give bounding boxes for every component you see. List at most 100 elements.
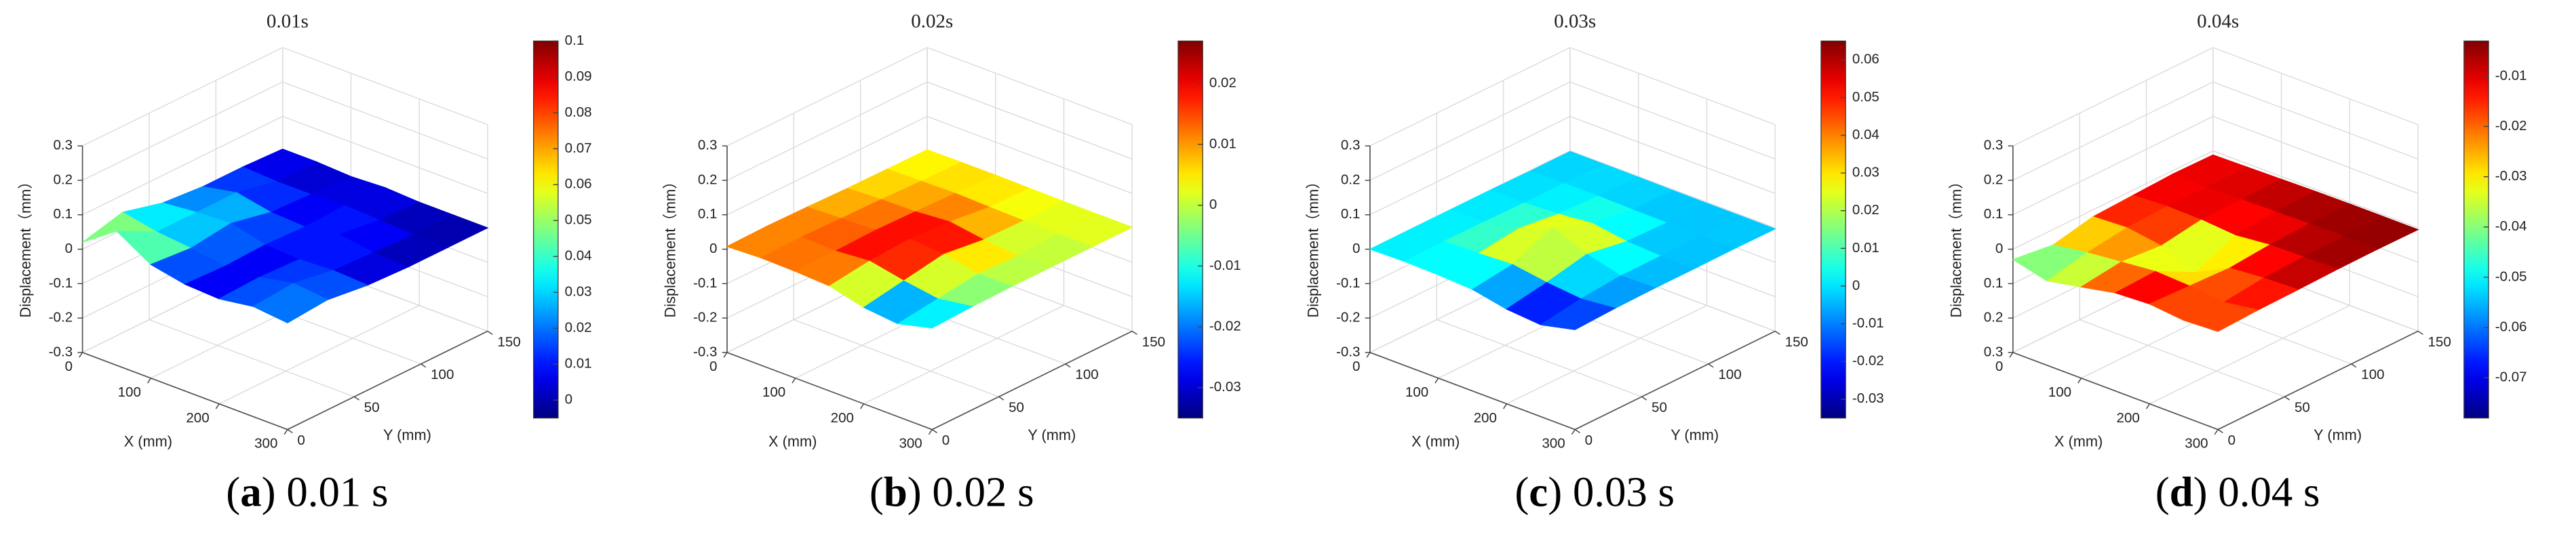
y-tick-label: 50	[1652, 400, 1667, 416]
axis-line	[931, 330, 1133, 430]
grid-line	[82, 81, 283, 181]
z-tick-label: 0	[709, 241, 717, 256]
z-axis-label: Displacement（mm）	[1947, 174, 1964, 318]
x-tick	[723, 352, 728, 358]
z-tick-label: 0.1	[1984, 275, 2004, 291]
x-axis-label: X (mm)	[768, 433, 817, 450]
colorbar-tick-label: -0.01	[1209, 258, 1241, 273]
caption-part: ) 0.03 s	[1548, 468, 1675, 516]
y-tick-label: 0	[1585, 433, 1593, 448]
x-tick	[1366, 352, 1371, 358]
x-tick-label: 300	[1542, 436, 1565, 452]
grid-line	[2012, 81, 2214, 181]
x-tick	[860, 403, 865, 409]
caption-part: ) 0.04 s	[2193, 468, 2320, 516]
panel: -0.3 -0.2 -0.1 0 0.1 0.2 0.3 0 100 200 300 0 50 100 15…	[662, 11, 1241, 517]
y-tick	[1641, 396, 1647, 401]
grid-line	[2012, 47, 2214, 146]
z-tick-label: 0.2	[1984, 310, 2004, 325]
z-tick-label: -0.3	[1336, 344, 1360, 359]
y-tick	[1131, 330, 1137, 335]
caption-part: ) 0.02 s	[908, 468, 1034, 516]
z-tick-label: -0.1	[693, 275, 717, 291]
colorbar-tick-label: 0.01	[1852, 240, 1879, 256]
x-tick	[792, 378, 796, 384]
grid-line	[1436, 319, 1642, 397]
x-tick-label: 200	[2117, 410, 2140, 426]
x-tick	[1571, 429, 1576, 435]
colorbar	[533, 40, 559, 419]
axis-line	[82, 352, 288, 430]
grid-line	[926, 81, 1133, 160]
y-tick-label: 100	[1718, 367, 1741, 382]
z-axis-label: Displacement（mm）	[662, 174, 679, 318]
grid-line	[2212, 116, 2419, 195]
grid-line	[1369, 81, 1571, 181]
colorbar-tick-label: -0.06	[2495, 319, 2527, 335]
z-tick-label: 0.1	[698, 206, 718, 222]
caption-part: (	[2155, 468, 2170, 516]
axis-line	[1574, 330, 1776, 430]
colorbar-tick-label: 0.08	[565, 104, 592, 120]
axis-line	[2217, 330, 2419, 430]
grid-line	[726, 47, 928, 146]
z-tick-label: 0.2	[1984, 172, 2004, 187]
y-tick-label: 150	[497, 334, 520, 350]
z-tick-label: 0.3	[54, 138, 73, 153]
x-tick-label: 300	[2185, 436, 2208, 452]
colorbar-tick-label: 0.09	[565, 68, 592, 84]
grid-line	[282, 81, 488, 160]
colorbar	[1820, 40, 1846, 419]
z-tick-label: 0.3	[1984, 344, 2004, 359]
x-tick	[2145, 403, 2150, 409]
grid-line	[2212, 150, 2419, 228]
y-axis-label: Y (mm)	[1028, 426, 1076, 443]
x-tick	[928, 429, 933, 435]
z-tick-label: 0.2	[1341, 172, 1361, 187]
grid-line	[1569, 150, 1776, 228]
x-tick-label: 200	[186, 410, 209, 426]
grid-line	[926, 47, 1133, 125]
caption: (a) 0.01 s	[226, 468, 388, 516]
colorbar-tick-label: 0.07	[565, 140, 592, 156]
grid-line	[82, 116, 283, 216]
colorbar-tick-label: 0.01	[565, 356, 592, 372]
y-axis-label: Y (mm)	[2314, 426, 2362, 443]
grid-line	[1369, 116, 1571, 216]
grid-line	[2149, 304, 2350, 405]
x-tick	[215, 403, 220, 409]
z-tick-label: 0.3	[1341, 138, 1361, 153]
colorbar-tick-label: -0.03	[2495, 168, 2527, 184]
z-tick-label: -0.3	[693, 344, 717, 359]
chart-title: 0.04s	[2197, 11, 2239, 33]
z-tick-label: -0.2	[49, 310, 73, 325]
grid-line	[1569, 116, 1776, 195]
chart-title: 0.01s	[267, 11, 309, 33]
z-tick-label: 0.1	[54, 206, 73, 222]
colorbar-tick-label: 0	[1852, 277, 1860, 293]
y-tick	[1065, 363, 1071, 368]
z-tick-label: 0.2	[698, 172, 718, 187]
y-tick-label: 50	[364, 400, 380, 416]
colorbar-tick-label: -0.04	[2495, 218, 2527, 234]
colorbar-tick-label: -0.02	[2495, 118, 2527, 134]
x-tick	[284, 429, 288, 435]
surface-cell	[252, 283, 329, 323]
caption-part: (	[870, 468, 884, 516]
colorbar-tick-label: 0.02	[1209, 75, 1236, 91]
x-tick-label: 300	[254, 436, 277, 452]
colorbar-tick-label: 0.02	[565, 320, 592, 336]
z-tick-label: 0	[1995, 241, 2003, 256]
colorbar-tick-label: -0.03	[1209, 379, 1241, 395]
x-tick	[79, 352, 83, 358]
grid-line	[726, 116, 928, 216]
y-tick	[421, 363, 427, 368]
colorbar	[1177, 40, 1203, 419]
grid-line	[926, 116, 1133, 195]
y-tick-label: 150	[1785, 334, 1808, 350]
chart-title: 0.02s	[911, 11, 953, 33]
grid-line	[794, 319, 999, 397]
y-axis-label: Y (mm)	[383, 426, 431, 443]
colorbar-tick-label: 0.04	[565, 248, 592, 264]
